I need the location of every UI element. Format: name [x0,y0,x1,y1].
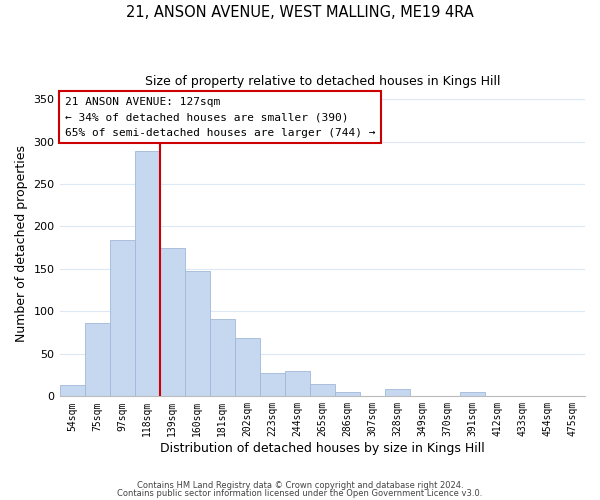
Text: Contains public sector information licensed under the Open Government Licence v3: Contains public sector information licen… [118,488,482,498]
Title: Size of property relative to detached houses in Kings Hill: Size of property relative to detached ho… [145,75,500,88]
Bar [85,324,110,396]
Bar [209,319,235,396]
Bar [185,270,209,396]
Text: Contains HM Land Registry data © Crown copyright and database right 2024.: Contains HM Land Registry data © Crown c… [137,481,463,490]
Bar [385,388,410,396]
Bar [310,384,335,396]
Text: 21 ANSON AVENUE: 127sqm
← 34% of detached houses are smaller (390)
65% of semi-d: 21 ANSON AVENUE: 127sqm ← 34% of detache… [65,96,375,138]
Bar [160,248,185,396]
Bar [335,392,360,396]
Text: 21, ANSON AVENUE, WEST MALLING, ME19 4RA: 21, ANSON AVENUE, WEST MALLING, ME19 4RA [126,5,474,20]
Bar [59,386,85,396]
Bar [460,392,485,396]
Y-axis label: Number of detached properties: Number of detached properties [15,145,28,342]
X-axis label: Distribution of detached houses by size in Kings Hill: Distribution of detached houses by size … [160,442,485,455]
Bar [110,240,134,396]
Bar [134,151,160,396]
Bar [260,374,285,396]
Bar [235,338,260,396]
Bar [285,371,310,396]
